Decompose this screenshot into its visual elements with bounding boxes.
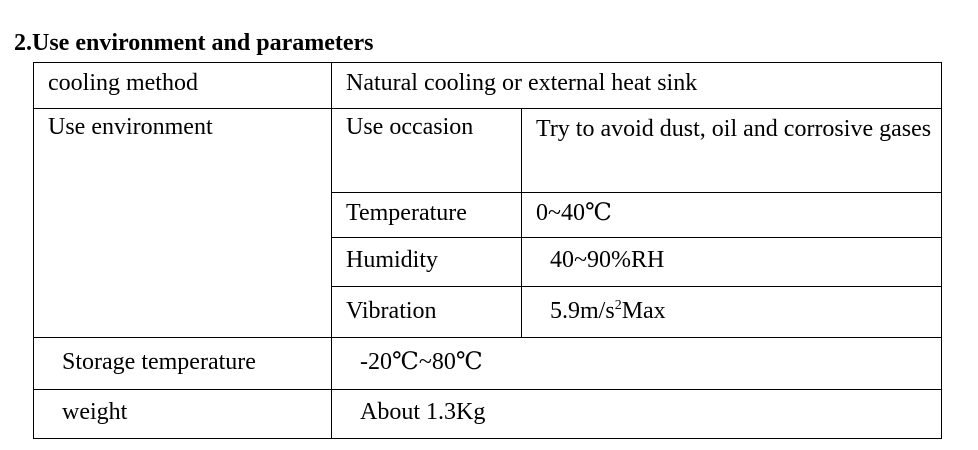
table-row-use-occasion: Use environment Use occasion Try to avoi… (33, 108, 942, 338)
use-environment-label: Use environment (33, 108, 332, 338)
table-row-storage-temperature: Storage temperature -20℃~80℃ (33, 337, 942, 390)
temperature-value: 0~40℃ (521, 192, 942, 238)
table-row-temperature: Temperature 0~40℃ (34, 192, 942, 238)
weight-label: weight (33, 389, 332, 439)
table-row-weight: weight About 1.3Kg (33, 389, 942, 439)
cooling-method-label: cooling method (33, 62, 332, 109)
humidity-label: Humidity (331, 237, 522, 287)
vibration-value-prefix: 5.9m/s (550, 298, 615, 324)
temperature-label: Temperature (331, 192, 522, 238)
parameters-table: cooling method Natural cooling or extern… (33, 62, 942, 439)
section-heading: 2.Use environment and parameters (14, 30, 374, 56)
vibration-value: 5.9m/s2Max (521, 286, 942, 338)
table-row-vibration: Vibration 5.9m/s2Max (34, 286, 942, 338)
use-occasion-value: Try to avoid dust, oil and corrosive gas… (521, 108, 942, 193)
vibration-label: Vibration (331, 286, 522, 338)
weight-value: About 1.3Kg (331, 389, 942, 439)
vibration-value-exponent: 2 (614, 298, 622, 313)
humidity-value: 40~90%RH (521, 237, 942, 287)
use-occasion-label: Use occasion (331, 108, 522, 193)
table-row-cooling-method: cooling method Natural cooling or extern… (33, 62, 942, 109)
storage-temperature-value: -20℃~80℃ (331, 337, 942, 390)
cooling-method-value: Natural cooling or external heat sink (331, 62, 942, 109)
vibration-value-suffix: Max (621, 298, 666, 324)
storage-temperature-label: Storage temperature (33, 337, 332, 390)
